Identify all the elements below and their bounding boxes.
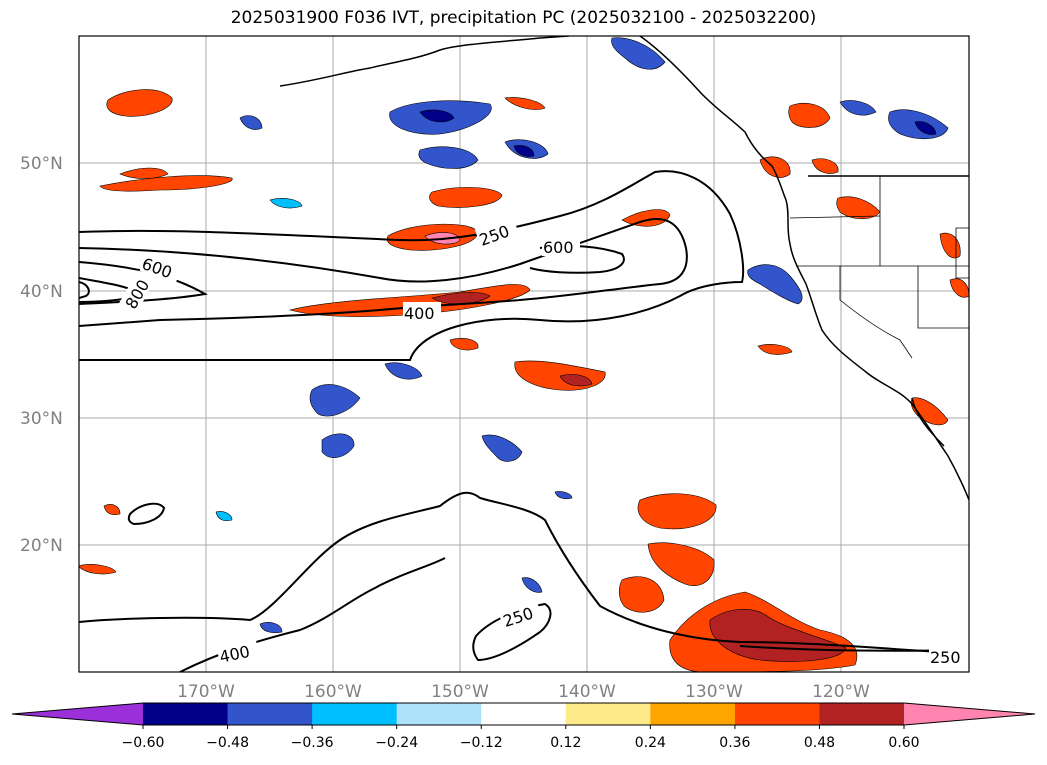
contour-label: 600 xyxy=(543,238,574,257)
lat-label-30n: 30°N xyxy=(20,409,63,429)
colorbar-tick-label: 0.24 xyxy=(635,735,666,751)
precip-blob xyxy=(618,576,665,613)
lat-label-50n: 50°N xyxy=(20,154,63,174)
precip-blob xyxy=(215,511,233,522)
colorbar-segment xyxy=(650,703,736,725)
colorbar-segment xyxy=(312,703,398,725)
ivt-contours xyxy=(79,170,969,672)
precip-blob xyxy=(521,577,543,593)
precip-negative-areas xyxy=(215,37,949,634)
contour-label: 250 xyxy=(930,648,961,667)
colorbar-tick-label: 0.60 xyxy=(888,735,919,751)
colorbar-tick-label: −0.48 xyxy=(206,735,249,751)
precip-blob xyxy=(309,384,361,417)
precip-blob xyxy=(647,542,715,586)
precip-blob xyxy=(914,121,937,135)
precip-blob xyxy=(79,564,117,575)
precip-blob xyxy=(559,374,593,387)
precip-blob xyxy=(747,264,803,305)
precip-blob xyxy=(269,198,303,209)
map-border xyxy=(78,35,970,673)
precip-blob xyxy=(431,292,491,305)
precip-blob xyxy=(637,493,717,530)
precip-blob xyxy=(949,278,969,298)
precip-blob xyxy=(449,338,479,351)
ivt-contour-600 xyxy=(79,261,208,305)
colorbar-tick-label: 0.36 xyxy=(719,735,750,751)
precip-blob xyxy=(119,167,169,179)
precip-blob xyxy=(554,491,573,500)
lat-label-20n: 20°N xyxy=(20,536,63,556)
colorbar-tick-label: −0.24 xyxy=(375,735,418,751)
precip-blob xyxy=(103,504,121,516)
precip-blob xyxy=(939,232,961,259)
colorbar-segment xyxy=(819,703,905,725)
precip-blob xyxy=(621,209,671,227)
colorbar-segment xyxy=(227,703,313,725)
precip-blob xyxy=(788,103,831,128)
lon-label-150w: 150°W xyxy=(431,682,489,702)
colorbar-segment xyxy=(143,703,229,725)
precip-blob xyxy=(811,158,839,174)
lon-label-130w: 130°W xyxy=(685,682,743,702)
colorbar-tick-label: −0.36 xyxy=(291,735,334,751)
precip-blob xyxy=(239,115,263,130)
ivt-contour-small xyxy=(79,281,90,299)
lon-label-170w: 170°W xyxy=(177,682,235,702)
colorbar-tick-label: 0.48 xyxy=(804,735,835,751)
ivt-contour-400-south xyxy=(79,491,969,655)
ivt-contour-250 xyxy=(79,170,745,361)
precip-blob xyxy=(504,97,546,110)
colorbar-segment xyxy=(396,703,482,725)
precip-positive-areas xyxy=(79,89,969,672)
colorbar-segment xyxy=(565,703,651,725)
precip-blob xyxy=(259,622,283,634)
coastlines xyxy=(279,36,969,501)
precip-blob xyxy=(611,37,666,70)
ivt-contour-400 xyxy=(79,218,688,327)
lon-label-120w: 120°W xyxy=(812,682,870,702)
precip-blob xyxy=(418,146,479,169)
colorbar-tick-label: 0.12 xyxy=(550,735,581,751)
precip-blob xyxy=(910,397,949,426)
precip-blob xyxy=(836,196,881,220)
lon-label-140w: 140°W xyxy=(558,682,616,702)
precip-blob xyxy=(757,344,793,355)
ivt-contour-loop-small xyxy=(127,502,166,526)
precip-blob xyxy=(709,608,847,662)
colorbar: −0.60 −0.48 −0.36 −0.24 −0.12 0.12 0.24 0.36 0.4… xyxy=(11,702,1036,751)
colorbar-extend-high xyxy=(904,703,1035,725)
map-area xyxy=(79,36,969,672)
precip-blob xyxy=(384,362,423,380)
precip-blob xyxy=(839,100,877,116)
lat-label-40n: 40°N xyxy=(20,282,63,302)
lon-label-160w: 160°W xyxy=(304,682,362,702)
precip-blob xyxy=(321,433,355,458)
map-title: 2025031900 F036 IVT, precipitation PC (2… xyxy=(230,8,817,28)
state-borders xyxy=(789,176,969,359)
precip-blob xyxy=(106,89,173,117)
precip-blob xyxy=(429,187,503,208)
colorbar-tick-label: −0.12 xyxy=(460,735,503,751)
colorbar-segment xyxy=(734,703,820,725)
precip-blob xyxy=(481,434,523,462)
colorbar-tick-label: −0.60 xyxy=(122,735,165,751)
precip-blob xyxy=(419,109,455,123)
colorbar-extend-low xyxy=(12,703,143,725)
colorbar-segment xyxy=(481,703,567,725)
precip-blob xyxy=(513,145,535,157)
contour-label: 400 xyxy=(404,304,435,323)
